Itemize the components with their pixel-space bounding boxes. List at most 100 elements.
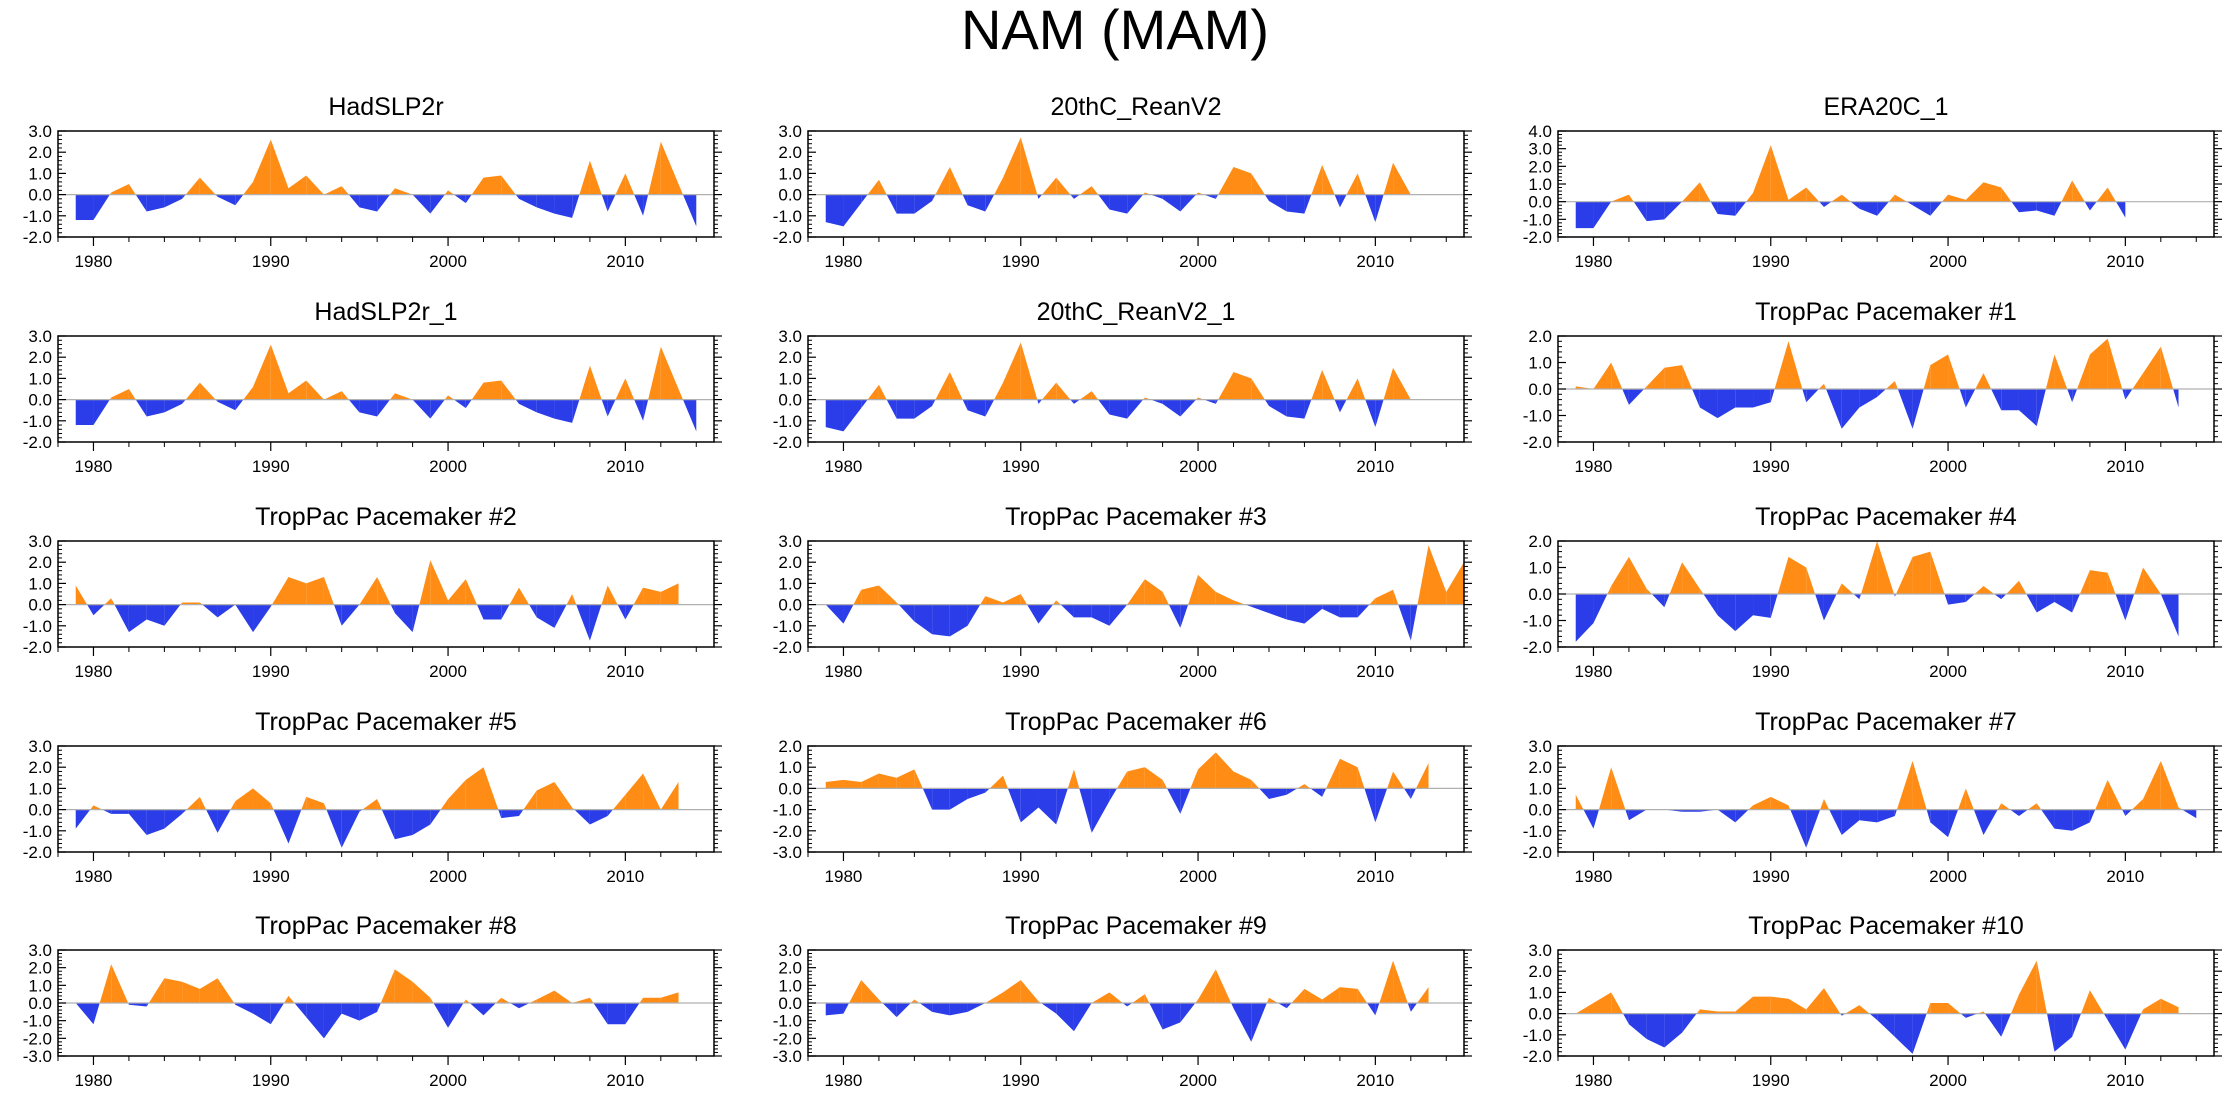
negative-area: [932, 788, 950, 810]
positive-area: [1091, 992, 1110, 1003]
positive-area: [377, 577, 391, 605]
plot-frame: [57, 540, 715, 648]
y-tick-label: 0.0: [1528, 585, 1552, 604]
positive-area: [878, 179, 887, 195]
negative-area: [217, 809, 231, 833]
negative-area: [341, 604, 360, 626]
negative-area: [2122, 809, 2126, 816]
positive-area: [448, 190, 454, 195]
positive-area: [1109, 992, 1123, 1003]
positive-area: [566, 594, 573, 605]
positive-area: [1770, 996, 1789, 1014]
negative-area: [1699, 389, 1718, 419]
y-tick-label: 1.0: [778, 758, 802, 777]
negative-area: [1717, 809, 1736, 823]
negative-area: [1367, 1003, 1376, 1016]
x-tick-label: 2010: [1356, 457, 1394, 476]
positive-area: [1215, 969, 1232, 1003]
positive-area: [678, 184, 683, 195]
negative-area: [607, 399, 616, 417]
positive-area: [1699, 588, 1704, 594]
positive-area: [1233, 771, 1252, 789]
negative-area: [554, 194, 573, 218]
negative-area: [1735, 389, 1754, 408]
positive-area: [1930, 354, 1949, 389]
positive-area: [1393, 771, 1404, 789]
negative-area: [962, 399, 968, 411]
positive-area: [1322, 164, 1335, 195]
positive-area: [1304, 784, 1311, 789]
negative-area: [1007, 788, 1021, 823]
positive-area: [444, 190, 449, 195]
x-tick-label: 1990: [252, 252, 290, 271]
x-tick-label: 2000: [1929, 457, 1967, 476]
negative-area: [1897, 389, 1913, 429]
positive-area: [861, 585, 879, 605]
positive-area: [1682, 562, 1700, 594]
negative-area: [2125, 389, 2133, 400]
negative-area: [1646, 201, 1665, 222]
positive-area: [2081, 990, 2090, 1014]
positive-area: [1326, 758, 1340, 789]
positive-area: [1682, 365, 1693, 389]
negative-area: [1823, 594, 1837, 621]
panel-10: TropPac Pacemaker #5 3.0 2.0 1.0 0.0 -1.0 -2.0…: [0, 690, 740, 895]
x-tick-label: 1980: [75, 457, 113, 476]
panel-title: 20thC_ReanV2_1: [1037, 298, 1236, 326]
positive-area: [579, 160, 590, 195]
positive-area: [199, 382, 216, 400]
positive-area: [1162, 779, 1168, 789]
negative-area: [1375, 1003, 1380, 1016]
negative-area: [1859, 594, 1862, 600]
negative-area: [607, 194, 616, 212]
negative-area: [1583, 809, 1594, 829]
x-tick-label: 2000: [1929, 1071, 1967, 1090]
negative-area: [235, 604, 254, 633]
negative-area: [1037, 194, 1039, 199]
positive-area: [1379, 960, 1394, 1003]
negative-area: [377, 194, 391, 212]
positive-area: [1753, 996, 1771, 1014]
x-tick-label: 2000: [1929, 867, 1967, 886]
positive-area: [2001, 187, 2012, 202]
positive-area: [471, 382, 484, 400]
y-tick-label: 0.0: [28, 186, 52, 205]
negative-area: [2001, 1013, 2011, 1037]
positive-area: [341, 391, 349, 400]
positive-area: [589, 160, 602, 195]
y-tick-label: 1.0: [778, 976, 802, 995]
chart-svg: TropPac Pacemaker #5 3.0 2.0 1.0 0.0 -1.0 -2.0…: [23, 708, 722, 886]
plot-frame: [1557, 949, 2215, 1057]
x-tick-label: 2010: [2106, 457, 2144, 476]
negative-area: [1770, 389, 1775, 403]
negative-area: [607, 809, 613, 816]
negative-area: [469, 1003, 484, 1016]
y-tick-label: 0.0: [1528, 193, 1552, 212]
chart-svg: TropPac Pacemaker #8 3.02.01.00.0-1.0-2.0…: [23, 912, 722, 1090]
negative-area: [825, 1003, 844, 1016]
positive-area: [1948, 1003, 1961, 1014]
negative-area: [93, 194, 110, 221]
positive-area: [867, 384, 879, 400]
positive-area: [2107, 338, 2123, 389]
positive-area: [878, 999, 883, 1003]
y-tick-label: 2.0: [1528, 532, 1552, 551]
x-tick-label: 1980: [1575, 662, 1613, 681]
negative-area: [510, 1003, 519, 1009]
negative-area: [146, 194, 165, 212]
panel-2: 20thC_ReanV2 3.0 2.0 1.0 0.0 -1.0 -2.0 1980 1990…: [750, 75, 1490, 280]
positive-area: [633, 587, 644, 605]
negative-area: [1930, 201, 1943, 216]
y-tick-label: 3.0: [28, 532, 52, 551]
y-tick-label: -2.0: [1523, 638, 1552, 657]
positive-area: [270, 803, 274, 810]
positive-area: [1818, 383, 1824, 389]
positive-area: [1091, 391, 1099, 400]
y-tick-label: -1.0: [773, 801, 802, 820]
y-tick-label: 0.0: [28, 801, 52, 820]
positive-area: [910, 999, 915, 1003]
negative-area: [501, 604, 510, 620]
positive-area: [625, 173, 635, 195]
negative-area: [825, 399, 844, 432]
positive-area: [1845, 1005, 1860, 1014]
